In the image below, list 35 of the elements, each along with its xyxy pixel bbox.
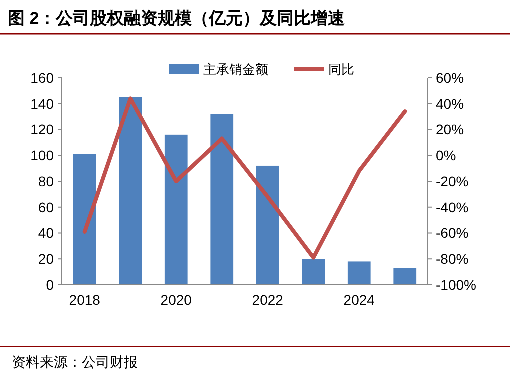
x-tick-label: 2018 <box>69 292 101 308</box>
y-tick-label: 40 <box>38 225 54 242</box>
bar <box>256 166 280 285</box>
y2-tick-label: -40% <box>436 199 469 216</box>
bar <box>73 154 96 285</box>
y2-tick-label: 0% <box>436 148 456 164</box>
y2-tick-label: -60% <box>436 225 469 242</box>
y2-tick-label: 60% <box>436 70 464 86</box>
y-tick-label: 160 <box>30 70 54 86</box>
x-tick-label: 2022 <box>252 292 284 308</box>
x-tick-label: 2020 <box>160 292 192 308</box>
y2-tick-label: 40% <box>436 96 464 112</box>
y-tick-label: 20 <box>38 251 54 268</box>
y2-tick-label: -20% <box>436 173 469 190</box>
legend-label: 主承销金额 <box>204 62 268 77</box>
y2-tick-label: 20% <box>436 122 464 138</box>
bar <box>119 97 142 285</box>
bar <box>164 134 188 285</box>
y2-tick-label: -80% <box>436 251 469 268</box>
text: 资料来源：公司财报 <box>12 354 138 370</box>
y-tick-label: 80 <box>38 173 54 190</box>
y-tick-label: 140 <box>30 96 54 112</box>
y2-tick-label: -100% <box>436 276 476 293</box>
bar <box>348 262 371 285</box>
legend-label: 同比 <box>328 62 354 77</box>
bar <box>210 114 234 285</box>
chart-title: 图 2：公司股权融资规模（亿元）及同比增速 <box>8 9 346 28</box>
x-tick-label: 2024 <box>344 292 376 308</box>
bar <box>394 268 417 285</box>
y-tick-label: 60 <box>38 199 54 216</box>
y-tick-label: 0 <box>46 276 54 293</box>
bar <box>302 259 326 285</box>
line-series <box>82 96 408 260</box>
y-tick-label: 100 <box>30 148 54 164</box>
y-tick-label: 120 <box>30 122 54 138</box>
